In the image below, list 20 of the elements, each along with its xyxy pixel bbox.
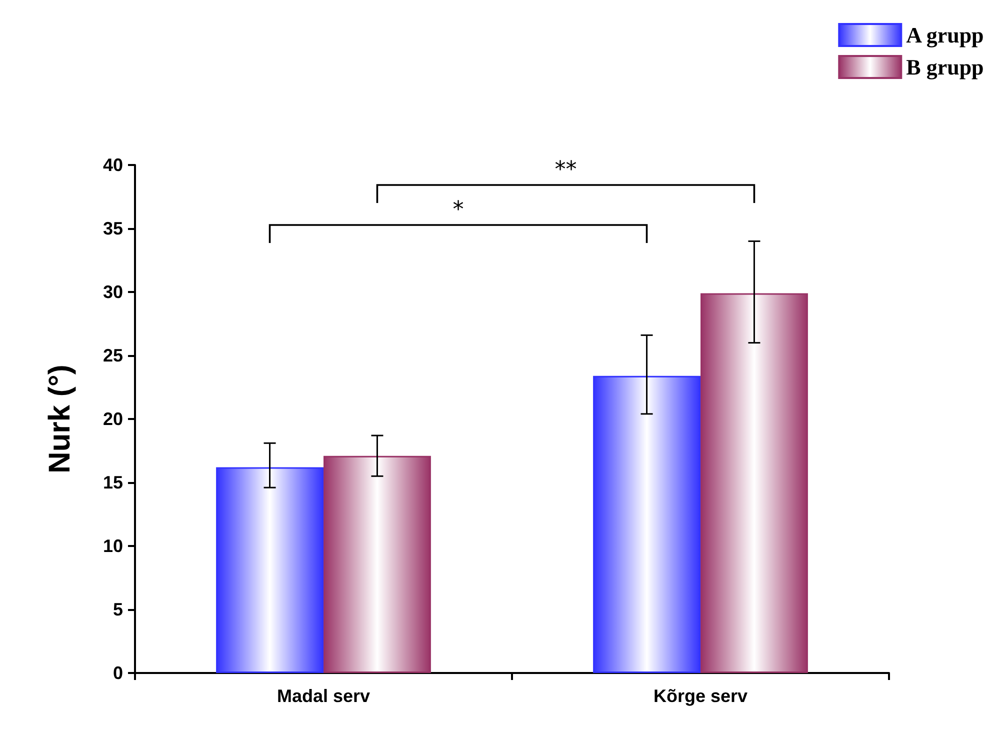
x-tick-label: Kõrge serv — [653, 686, 748, 706]
annotation: ** — [554, 158, 577, 182]
y-tick-label: 35 — [102, 218, 123, 238]
bar — [324, 456, 431, 673]
bar — [700, 293, 808, 673]
y-tick-label: 20 — [102, 409, 123, 429]
y-tick-label: 10 — [102, 536, 123, 556]
annotation: * — [452, 198, 464, 222]
y-tick-label: 5 — [112, 600, 123, 620]
y-axis-title: Nurk (°) — [44, 364, 76, 474]
bar — [593, 376, 700, 673]
y-tick-label: 30 — [102, 282, 123, 302]
y-tick-label: 0 — [112, 663, 123, 683]
legend-label: B grupp — [906, 54, 984, 80]
x-tick-label: Madal serv — [276, 686, 370, 706]
y-tick-label: 25 — [102, 346, 123, 366]
bar — [216, 467, 324, 673]
y-tick-label: 40 — [102, 155, 123, 175]
y-tick-label: 15 — [102, 472, 123, 492]
legend-label: A grupp — [906, 22, 984, 48]
